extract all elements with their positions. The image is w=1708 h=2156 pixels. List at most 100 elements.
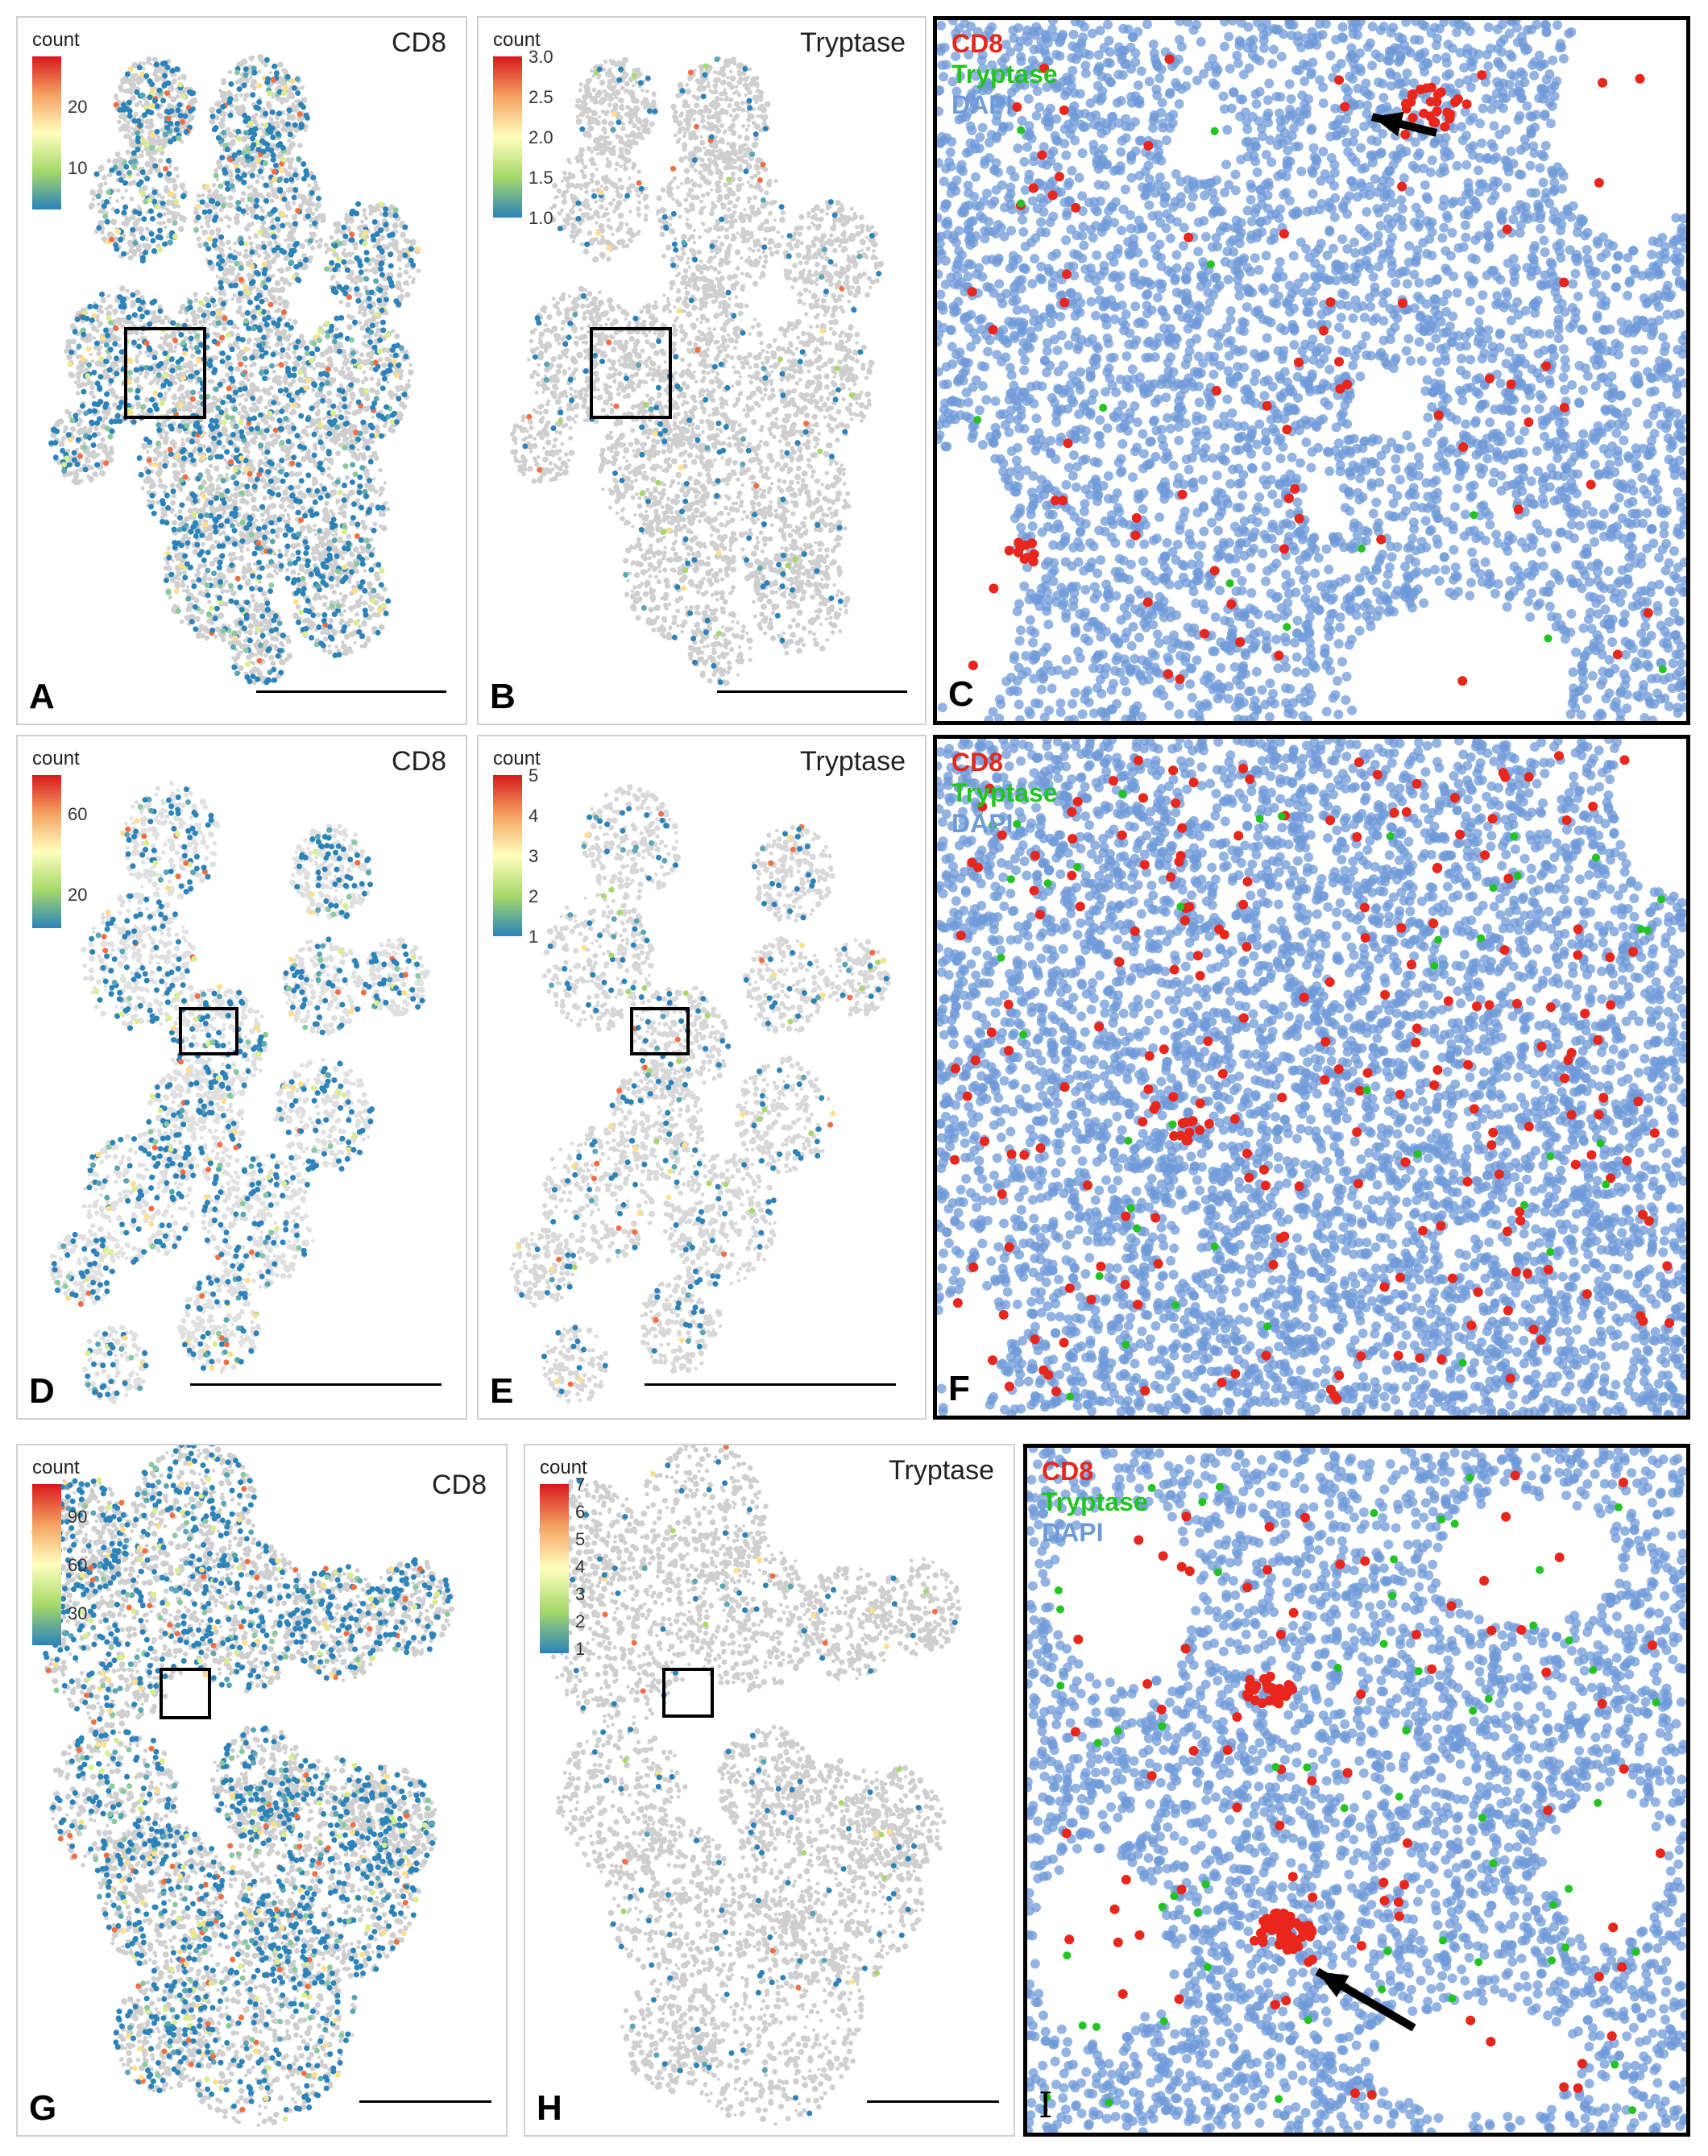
tissue-dot (357, 310, 362, 315)
tissue-dot (260, 219, 267, 226)
tissue-dot (140, 331, 144, 336)
tissue-dot (191, 448, 197, 454)
count-hex (103, 359, 110, 365)
tissue-dot (394, 246, 399, 251)
tissue-dot (120, 196, 125, 201)
tissue-dot (196, 508, 202, 515)
count-hex (151, 97, 158, 104)
count-hex (268, 363, 275, 369)
tissue-dot (171, 492, 177, 499)
tissue-dot (250, 496, 257, 503)
tissue-dot (136, 75, 143, 82)
tissue-dot (206, 214, 213, 219)
tissue-dot (364, 216, 369, 221)
count-hex (104, 391, 110, 397)
tissue-dot (239, 482, 246, 488)
tissue-dot (287, 281, 292, 287)
tissue-dot (197, 243, 203, 249)
count-hex (237, 290, 243, 296)
tissue-dot (196, 236, 201, 242)
count-hex (207, 259, 214, 266)
tissue-dot (223, 505, 228, 510)
count-hex (113, 102, 119, 108)
tissue-dot (167, 546, 171, 550)
tissue-dot (224, 372, 230, 378)
tissue-dot (348, 489, 354, 496)
tissue-dot (286, 243, 292, 249)
tissue-dot (396, 388, 400, 392)
tissue-dot (331, 533, 335, 537)
count-hex (330, 285, 337, 292)
tissue-dot (184, 370, 189, 374)
tissue-dot (260, 240, 266, 245)
tissue-dot (262, 495, 267, 501)
count-hex (188, 373, 194, 379)
count-hex (180, 193, 187, 199)
tissue-dot (125, 88, 131, 94)
count-hex (222, 315, 228, 321)
count-hex (126, 169, 133, 176)
tissue-dot (175, 94, 180, 99)
count-hex (172, 220, 178, 226)
tissue-dot (162, 137, 168, 143)
tissue-dot (361, 620, 367, 627)
tissue-dot (106, 293, 111, 298)
tissue-dot (259, 512, 265, 518)
tissue-dot (341, 502, 348, 509)
tissue-dot (321, 627, 325, 632)
count-hex (99, 291, 106, 297)
count-hex (234, 174, 241, 180)
tissue-dot (176, 76, 182, 81)
tissue-dot (94, 473, 99, 478)
tissue-dot (246, 272, 252, 278)
tissue-dot (272, 394, 276, 399)
count-hex (367, 303, 373, 309)
count-hex (348, 237, 354, 243)
tissue-dot (367, 585, 373, 591)
count-hex (114, 413, 121, 419)
tissue-dot (383, 284, 389, 292)
count-hex (147, 346, 153, 353)
count-hex (283, 177, 289, 184)
tissue-dot (368, 454, 374, 460)
tissue-dot (192, 549, 199, 555)
count-hex (189, 396, 196, 402)
tissue-dot (131, 249, 138, 255)
count-hex (256, 82, 263, 89)
tissue-dot (345, 221, 349, 226)
tissue-dot (319, 351, 325, 358)
count-hex (150, 238, 156, 244)
count-hex (378, 201, 384, 207)
count-hex (102, 214, 109, 220)
tissue-dot (266, 192, 272, 198)
tissue-dot (230, 419, 237, 425)
tissue-dot (292, 350, 296, 355)
tissue-dot (270, 485, 276, 491)
tissue-dot (185, 585, 189, 589)
tissue-dot (243, 97, 247, 102)
tissue-dot (271, 295, 275, 299)
tissue-dot (224, 214, 229, 220)
tissue-dot (150, 469, 155, 474)
tissue-dot (216, 572, 222, 578)
tissue-dot (202, 502, 209, 508)
count-hex (176, 364, 182, 371)
tissue-dot (182, 122, 189, 129)
tissue-dot (257, 243, 263, 250)
count-hex (115, 170, 122, 176)
tissue-dot (329, 508, 334, 514)
count-hex (163, 372, 169, 379)
tissue-dot (111, 233, 115, 237)
tissue-dot (259, 676, 266, 682)
tissue-dot (279, 98, 284, 104)
tissue-dot (164, 187, 170, 194)
tissue-dot (239, 533, 247, 539)
tissue-dot (205, 588, 209, 593)
count-hex (247, 197, 253, 203)
tissue-dot (246, 135, 251, 140)
tissue-dot (284, 256, 289, 262)
tissue-dot (272, 481, 277, 486)
count-hex (139, 255, 146, 261)
tissue-dot (123, 221, 130, 227)
tissue-dot (65, 448, 71, 454)
